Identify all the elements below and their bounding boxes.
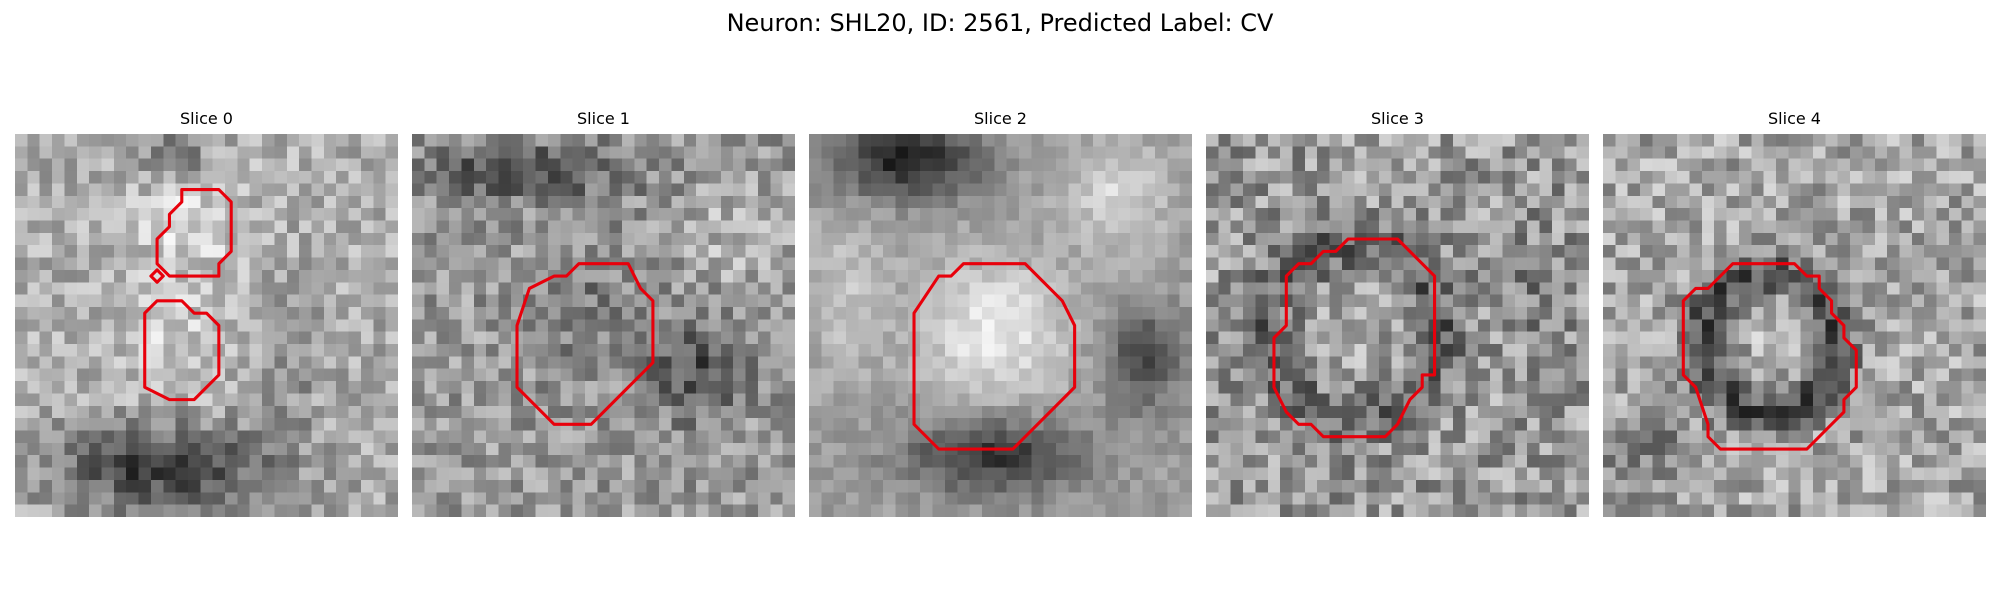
slice-panel-4: Slice 4: [1603, 108, 1986, 517]
figure-title: Neuron: SHL20, ID: 2561, Predicted Label…: [726, 9, 1274, 37]
contour-4-0: [1681, 262, 1858, 451]
slice-pixels-2: [809, 134, 1192, 517]
contour-0-2: [143, 299, 221, 402]
slice-pixels-3: [1206, 134, 1589, 517]
slice-pixels-1: [412, 134, 795, 517]
contour-2-0: [912, 262, 1077, 451]
slice-image-3: [1206, 134, 1589, 517]
slice-title-0: Slice 0: [180, 109, 233, 128]
contour-0-0: [155, 188, 233, 278]
slice-pixels-0: [15, 134, 398, 517]
slice-image-4: [1603, 134, 1986, 517]
slice-panel-2: Slice 2: [809, 108, 1192, 517]
slice-image-1: [412, 134, 795, 517]
slice-title-2: Slice 2: [974, 109, 1027, 128]
slice-image-2: [809, 134, 1192, 517]
slice-panel-0: Slice 0: [15, 108, 398, 517]
slice-title-3: Slice 3: [1371, 109, 1424, 128]
slice-panel-1: Slice 1: [412, 108, 795, 517]
slice-panel-3: Slice 3: [1206, 108, 1589, 517]
slice-title-4: Slice 4: [1768, 109, 1821, 128]
slice-title-1: Slice 1: [577, 109, 630, 128]
contour-1-0: [515, 262, 655, 426]
contour-3-0: [1272, 237, 1437, 439]
slice-pixels-4: [1603, 134, 1986, 517]
slice-image-0: [15, 134, 398, 517]
contour-0-1: [149, 268, 165, 284]
